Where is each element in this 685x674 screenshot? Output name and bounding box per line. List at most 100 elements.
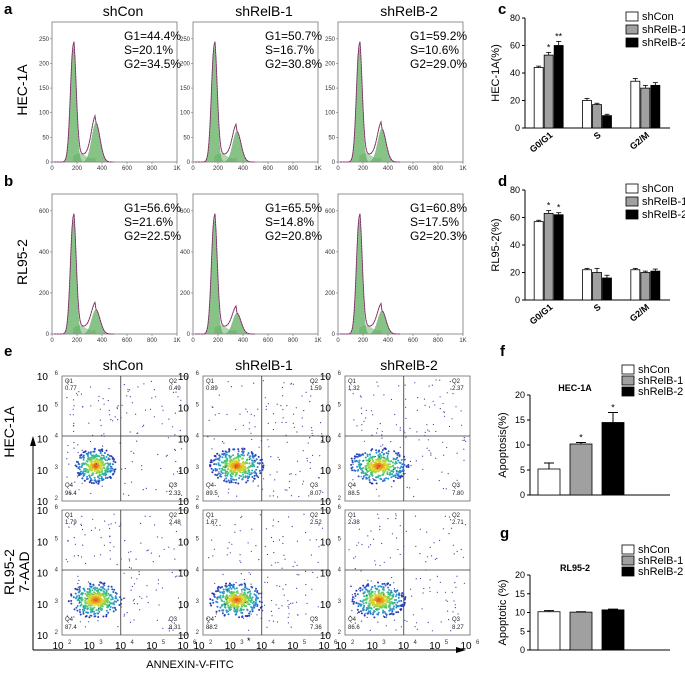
flow-event-dot xyxy=(365,609,368,612)
flow-scatter-dot xyxy=(88,422,90,424)
flow-scatter-dot xyxy=(246,411,248,413)
flow-scatter-dot xyxy=(282,408,284,411)
legend-swatch xyxy=(625,209,639,220)
flow-event-dot xyxy=(84,604,87,607)
flow-scatter-dot xyxy=(100,424,102,427)
q1-value: 1.79 xyxy=(65,520,77,526)
flow-scatter-dot xyxy=(307,442,309,444)
q2-value: 2.71 xyxy=(452,520,464,526)
flow-event-dot xyxy=(225,595,227,598)
flow-scatter-dot xyxy=(399,429,401,431)
flow-scatter-dot xyxy=(257,485,259,487)
flow-event-dot xyxy=(218,472,220,475)
flow-event-dot xyxy=(99,595,102,598)
flow-scatter-dot xyxy=(405,530,407,532)
flow-scatter-dot xyxy=(89,614,91,616)
flow-scatter-dot xyxy=(234,531,236,533)
flow-scatter-dot xyxy=(289,473,291,475)
flow-scatter-dot xyxy=(272,540,275,543)
flow-scatter-dot xyxy=(211,406,213,408)
flow-event-dot xyxy=(113,603,115,606)
flow-scatter-dot xyxy=(94,527,96,529)
flow-event-dot xyxy=(387,460,390,463)
bar xyxy=(582,100,592,129)
flow-event-dot xyxy=(248,462,251,465)
flow-scatter-dot xyxy=(216,524,218,527)
log-y-tick-label: 10 xyxy=(320,497,332,508)
chart-title: HEC-1A xyxy=(558,383,592,393)
flow-scatter-dot xyxy=(382,615,385,617)
flow-event-dot xyxy=(394,474,397,477)
flow-event-dot xyxy=(396,477,399,480)
flow-scatter-dot xyxy=(248,428,250,430)
flow-event-dot xyxy=(219,473,222,476)
flow-event-dot xyxy=(357,475,360,478)
q1-value: 0.89 xyxy=(206,386,218,392)
legend-label: shRelB-1 xyxy=(638,555,683,567)
flow-scatter-dot xyxy=(443,454,445,456)
flow-event-dot xyxy=(393,450,396,453)
flow-scatter-dot xyxy=(285,421,287,424)
flow-scatter-dot xyxy=(439,408,441,410)
stat-s: S=20.1% xyxy=(124,43,173,57)
flow-event-dot xyxy=(361,453,364,456)
flow-scatter-dot xyxy=(79,621,81,623)
flow-event-dot xyxy=(392,458,395,461)
histogram-y-tick-label: 400 xyxy=(39,250,50,256)
flow-event-dot xyxy=(88,466,91,469)
stat-s: S=21.6% xyxy=(124,215,173,229)
flow-event-dot xyxy=(79,613,82,616)
flow-event-dot xyxy=(392,613,395,616)
flow-event-dot xyxy=(362,475,365,478)
flow-event-dot xyxy=(80,470,82,473)
flow-scatter-dot xyxy=(133,583,136,585)
flow-scatter-dot xyxy=(275,604,277,606)
flow-event-dot xyxy=(247,476,250,479)
legend-swatch xyxy=(621,566,635,577)
log-y-tick-exponent: 4 xyxy=(55,434,59,440)
flow-event-dot xyxy=(239,593,242,596)
histogram-fit-line xyxy=(340,213,401,335)
flow-event-dot xyxy=(230,596,232,599)
flow-event-dot xyxy=(247,599,250,602)
flow-scatter-dot xyxy=(277,521,279,523)
flow-event-dot xyxy=(80,456,83,459)
legend-label: shRelB-2 xyxy=(642,37,685,49)
log-x-tick-exponent: 2 xyxy=(351,640,355,646)
flow-scatter-dot xyxy=(286,405,288,407)
flow-event-dot xyxy=(112,472,115,475)
flow-scatter-dot xyxy=(435,379,437,381)
flow-event-dot xyxy=(222,588,225,591)
flow-event-dot xyxy=(377,461,380,464)
flow-event-dot xyxy=(244,592,247,595)
flow-event-dot xyxy=(257,455,260,458)
flow-scatter-dot xyxy=(142,489,144,491)
flow-event-dot xyxy=(398,594,401,597)
flow-event-dot xyxy=(365,597,368,600)
flow-scatter-dot xyxy=(68,526,70,528)
flow-scatter-dot xyxy=(287,616,289,619)
flow-scatter-dot xyxy=(368,546,370,548)
flow-event-dot xyxy=(246,458,249,461)
q2-label: Q2 xyxy=(310,513,319,519)
flow-event-dot xyxy=(90,469,93,472)
flow-event-dot xyxy=(365,588,367,591)
flow-scatter-dot xyxy=(74,543,76,545)
flow-event-dot xyxy=(383,582,386,585)
flow-scatter-dot xyxy=(211,539,213,541)
flow-scatter-dot xyxy=(306,602,308,605)
flow-event-dot xyxy=(377,476,379,479)
flow-event-dot xyxy=(97,592,100,594)
flow-scatter-dot xyxy=(383,561,385,563)
flow-scatter-dot xyxy=(360,570,362,572)
flow-event-dot xyxy=(389,471,391,474)
flow-event-dot xyxy=(110,455,113,458)
flow-event-dot xyxy=(211,471,214,474)
flow-scatter-dot xyxy=(366,616,368,619)
flow-scatter-dot xyxy=(178,494,180,496)
flow-scatter-dot xyxy=(274,422,277,424)
panel-label-c: c xyxy=(498,1,506,18)
flow-scatter-dot xyxy=(265,528,268,530)
g2-peak-area xyxy=(81,122,110,162)
flow-event-dot xyxy=(243,589,246,592)
